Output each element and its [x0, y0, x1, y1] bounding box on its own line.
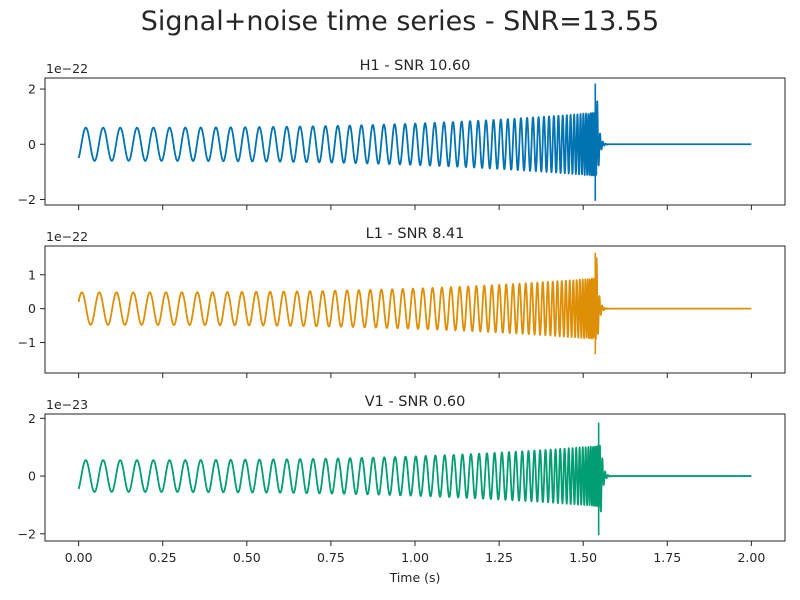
- axes-frame: [44, 413, 786, 542]
- ytick-label: 0: [28, 301, 36, 316]
- xtick-label: 0.50: [233, 550, 261, 565]
- ytick-label: 2: [28, 82, 36, 97]
- ytick-label: 1: [28, 267, 36, 282]
- subplot-title: H1 - SNR 10.60: [360, 58, 471, 74]
- xtick-label: 1.75: [653, 550, 681, 565]
- xtick-label: 1.00: [401, 550, 429, 565]
- xtick-label: 2.00: [737, 550, 765, 565]
- ytick-label: −1: [18, 335, 36, 350]
- xtick-label: 1.25: [485, 550, 513, 565]
- subplot-h1: 2 0 −2 1e−22 H1 - SNR 10.60: [18, 58, 786, 210]
- subplot-l1: 1 0 −1 1e−22 L1 - SNR 8.41: [18, 226, 786, 378]
- xtick-label: 0.75: [317, 550, 345, 565]
- ytick-label: 0: [28, 137, 36, 152]
- xtick-label: 1.50: [569, 550, 597, 565]
- xtick-label: 0.00: [65, 550, 93, 565]
- signal-line: [77, 444, 753, 513]
- y-offset-label: 1e−22: [46, 61, 88, 76]
- y-offset-label: 1e−22: [46, 229, 88, 244]
- signal-line: [77, 100, 753, 177]
- subplot-title: L1 - SNR 8.41: [366, 226, 465, 242]
- ytick-label: −2: [18, 192, 36, 207]
- x-axis-label: Time (s): [389, 570, 441, 585]
- subplot-v1: 2 0 −2 0.00 0.25 0.50 0.75 1.00 1.25 1.50 1.75 2.00…: [18, 394, 786, 565]
- figure-title: Signal+noise time series - SNR=13.55: [140, 6, 660, 37]
- subplot-title: V1 - SNR 0.60: [365, 394, 466, 410]
- xtick-label: 0.25: [149, 550, 177, 565]
- ytick-label: 0: [28, 469, 36, 484]
- ytick-label: 2: [28, 411, 36, 426]
- axes-frame: [44, 77, 786, 206]
- ytick-label: −2: [18, 526, 36, 541]
- y-offset-label: 1e−23: [46, 397, 88, 412]
- signal-line: [77, 257, 753, 340]
